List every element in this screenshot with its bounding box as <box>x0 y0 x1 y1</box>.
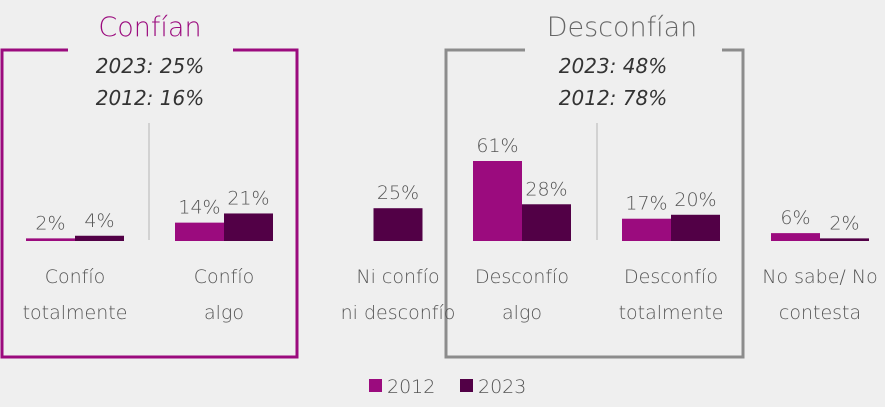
category-label-2-line1: ni desconfío <box>341 302 456 324</box>
value-label-2012-5: 6% <box>780 207 810 229</box>
category-label-5-line1: contesta <box>779 302 861 324</box>
legend-item-2012: 2012 <box>369 376 435 398</box>
category-label-3-line1: algo <box>502 302 542 324</box>
category-label-0-line0: Confío <box>45 266 106 288</box>
value-label-2023-3: 28% <box>525 178 567 200</box>
value-label-2023-5: 2% <box>829 212 859 234</box>
value-label-2023-1: 21% <box>227 187 269 209</box>
category-label-5-line0: No sabe/ No <box>762 266 877 288</box>
bar-2023-0 <box>75 235 124 241</box>
legend-item-2023: 2023 <box>460 376 526 398</box>
desconfian-2012-share: 2012: 78% <box>559 86 667 110</box>
legend-swatch-2012 <box>369 379 382 392</box>
value-label-2012-4: 17% <box>625 193 667 215</box>
desconfian-group: Desconfían 2023: 48% 2012: 78% <box>444 12 745 359</box>
bar-2012-5 <box>771 233 820 241</box>
bar-2023-2 <box>373 208 423 241</box>
category-label-1-line1: algo <box>204 302 244 324</box>
confian-group: Confían 2023: 25% 2012: 16% <box>0 12 299 359</box>
bars-layer <box>26 160 869 241</box>
value-label-2023-4: 20% <box>674 189 716 211</box>
legend: 2012 2023 <box>369 376 526 398</box>
value-label-2023-0: 4% <box>84 210 114 232</box>
value-label-2012-0: 2% <box>35 212 65 234</box>
legend-label-2023: 2023 <box>478 376 526 398</box>
desconfian-title: Desconfían <box>547 12 698 43</box>
confian-title: Confían <box>98 12 201 43</box>
value-labels-layer: 2% 4% 14% 21% 25% 61% 28% 17% 20% 6% 2% <box>35 135 859 234</box>
bar-2012-3 <box>473 160 522 241</box>
bar-2012-4 <box>622 218 671 241</box>
category-label-3-line0: Desconfío <box>475 266 569 288</box>
bar-2023-4 <box>671 214 720 241</box>
category-label-0-line1: totalmente <box>23 302 128 324</box>
category-labels-layer: Confío totalmente Confío algo Ni confío ni de… <box>23 266 878 324</box>
confian-2023-share: 2023: 25% <box>96 54 204 78</box>
bar-2023-3 <box>522 204 571 241</box>
value-label-2023-2: 25% <box>377 182 419 204</box>
confian-frame <box>0 48 299 359</box>
desconfian-2023-share: 2023: 48% <box>559 54 667 78</box>
value-label-2012-1: 14% <box>178 197 220 219</box>
bar-2023-5 <box>820 238 869 241</box>
category-label-4-line0: Desconfío <box>624 266 718 288</box>
legend-label-2012: 2012 <box>387 376 435 398</box>
category-label-1-line0: Confío <box>194 266 255 288</box>
value-label-2012-3: 61% <box>476 135 518 157</box>
category-label-4-line1: totalmente <box>619 302 724 324</box>
bar-2023-1 <box>224 213 273 241</box>
confian-2012-share: 2012: 16% <box>96 86 204 110</box>
category-label-2-line0: Ni confío <box>356 266 439 288</box>
legend-swatch-2023 <box>460 379 473 392</box>
desconfian-frame <box>444 48 745 359</box>
bar-2012-0 <box>26 238 75 241</box>
bar-2012-1 <box>175 222 224 241</box>
